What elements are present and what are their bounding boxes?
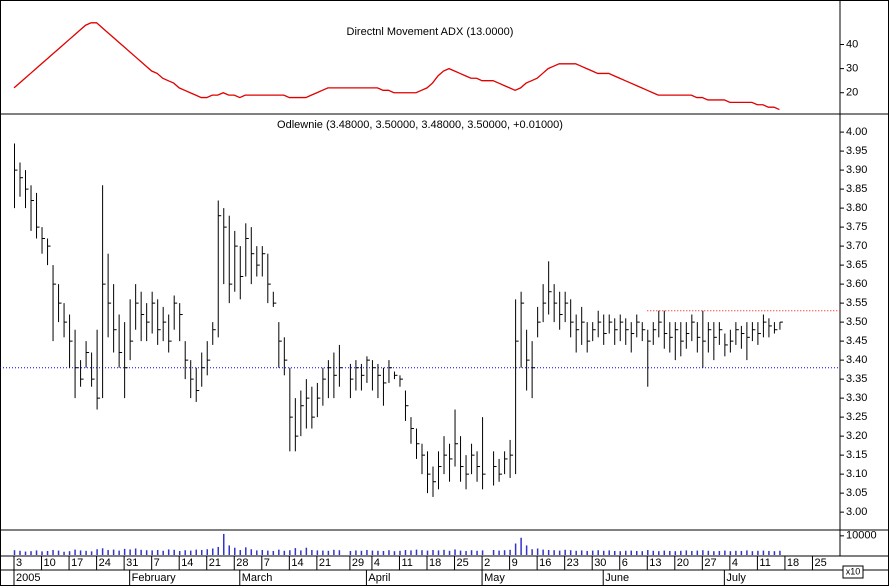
y-tick-label: 3.75	[846, 221, 867, 233]
x-tick-label: 23	[567, 557, 579, 569]
y-tick-label: 3.80	[846, 202, 867, 214]
month-label: April	[368, 572, 390, 584]
y-tick-label: 3.50	[846, 316, 867, 328]
y-tick-label: 3.85	[846, 183, 867, 195]
y-tick-label: 4.00	[846, 126, 867, 138]
month-label: June	[605, 572, 629, 584]
x-tick-label: 14	[181, 557, 193, 569]
volume-unit: x10	[846, 566, 861, 576]
x-tick-label: 24	[99, 557, 111, 569]
x-tick-label: 4	[732, 557, 738, 569]
x-tick-label: 11	[759, 557, 770, 569]
x-tick-label: 4	[374, 557, 380, 569]
y-tick-label: 10000	[846, 530, 877, 542]
x-tick-label: 18	[787, 557, 799, 569]
y-tick-label: 3.55	[846, 297, 867, 309]
y-tick-label: 3.00	[846, 506, 867, 518]
x-tick-label: 14	[291, 557, 303, 569]
adx-title: Directnl Movement ADX (13.0000)	[347, 26, 514, 38]
x-tick-label: 18	[429, 557, 441, 569]
x-tick-label: 17	[71, 557, 83, 569]
y-tick-label: 3.20	[846, 430, 867, 442]
month-label: May	[484, 572, 505, 584]
y-tick-label: 3.45	[846, 335, 867, 347]
x-tick-label: 27	[704, 557, 716, 569]
y-tick-label: 3.35	[846, 373, 867, 385]
x-tick-label: 7	[264, 557, 270, 569]
y-tick-label: 3.95	[846, 145, 867, 157]
adx-line	[13, 22, 780, 111]
x-tick-label: 11	[401, 557, 412, 569]
month-label: March	[242, 572, 273, 584]
x-tick-label: 30	[594, 557, 606, 569]
chart-title: Odlewnie (3.48000, 3.50000, 3.48000, 3.5…	[277, 119, 563, 131]
month-label: 2005	[16, 572, 40, 584]
y-tick-label: 40	[846, 38, 858, 50]
month-label: July	[726, 572, 746, 584]
x-tick-label: 6	[622, 557, 628, 569]
y-tick-label: 3.40	[846, 354, 867, 366]
x-tick-label: 29	[352, 557, 364, 569]
y-tick-label: 3.70	[846, 240, 867, 252]
y-tick-label: 3.05	[846, 487, 867, 499]
y-tick-label: 3.10	[846, 468, 867, 480]
x-tick-label: 25	[814, 557, 826, 569]
x-tick-label: 28	[236, 557, 248, 569]
x-tick-label: 7	[154, 557, 160, 569]
x-tick-label: 16	[539, 557, 551, 569]
x-tick-label: 25	[457, 557, 469, 569]
x-tick-label: 31	[126, 557, 138, 569]
y-tick-label: 3.65	[846, 259, 867, 271]
x-tick-label: 3	[16, 557, 22, 569]
y-tick-label: 30	[846, 63, 858, 75]
y-tick-label: 20	[846, 87, 858, 99]
x-tick-label: 9	[512, 557, 518, 569]
y-tick-label: 3.90	[846, 164, 867, 176]
unit-box	[842, 565, 864, 579]
month-label: February	[132, 572, 177, 584]
x-tick-label: 2	[484, 557, 490, 569]
y-tick-label: 3.15	[846, 449, 867, 461]
x-tick-label: 20	[677, 557, 689, 569]
x-tick-label: 21	[319, 557, 331, 569]
x-tick-label: 13	[649, 557, 661, 569]
x-tick-label: 10	[44, 557, 56, 569]
y-tick-label: 3.60	[846, 278, 867, 290]
y-tick-label: 3.30	[846, 392, 867, 404]
x-tick-label: 21	[209, 557, 221, 569]
y-tick-label: 3.25	[846, 411, 867, 423]
